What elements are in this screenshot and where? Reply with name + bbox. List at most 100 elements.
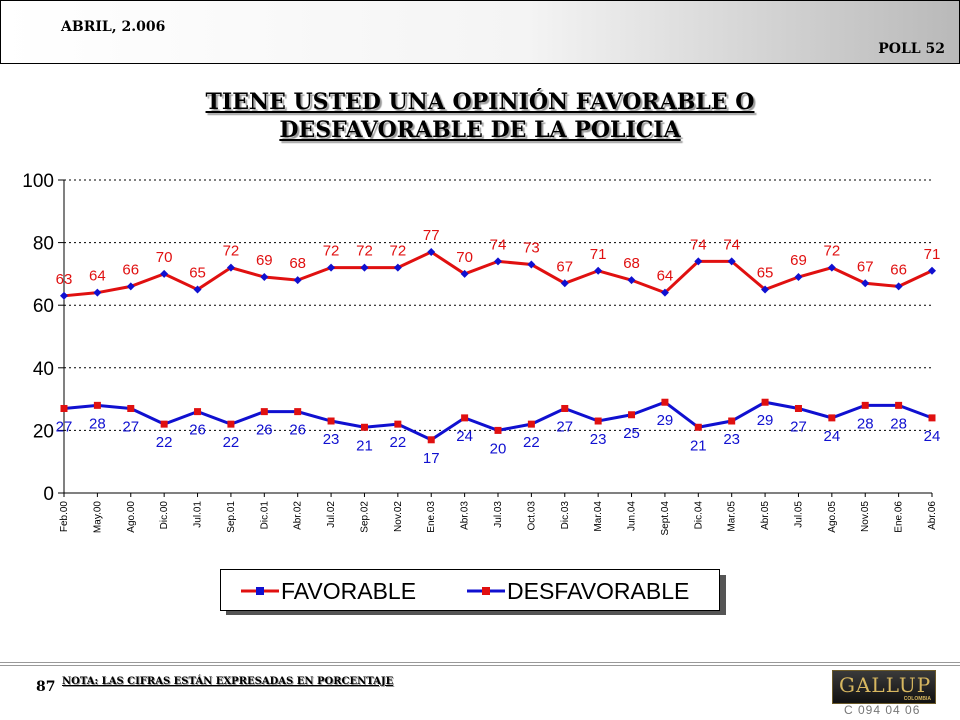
x-tick-label: Nov.05 bbox=[860, 501, 871, 532]
report-date: ABRIL, 2.006 bbox=[61, 19, 166, 35]
x-tick-label: Abr.03 bbox=[460, 501, 471, 530]
y-tick-label: 0 bbox=[43, 484, 54, 505]
favorable-data-label: 64 bbox=[657, 268, 674, 285]
favorable-point bbox=[60, 291, 68, 300]
desfavorable-data-label: 21 bbox=[356, 437, 373, 454]
desfavorable-point bbox=[828, 414, 836, 422]
desfavorable-point bbox=[394, 420, 402, 428]
favorable-data-label: 68 bbox=[623, 255, 640, 272]
favorable-point bbox=[627, 276, 636, 285]
favorable-data-label: 72 bbox=[824, 243, 841, 260]
favorable-data-label: 70 bbox=[156, 249, 173, 266]
favorable-data-label: 69 bbox=[256, 252, 273, 269]
poll-number: POLL 52 bbox=[878, 41, 945, 57]
document-code: C 094 04 06 bbox=[844, 703, 921, 717]
legend-favorable-label: FAVORABLE bbox=[281, 578, 417, 604]
desfavorable-point bbox=[227, 420, 235, 428]
footnote: NOTA: LAS CIFRAS ESTÁN EXPRESADAS EN POR… bbox=[62, 676, 394, 687]
favorable-data-label: 64 bbox=[89, 268, 106, 285]
favorable-data-label: 74 bbox=[690, 236, 707, 253]
desfavorable-data-label: 23 bbox=[723, 431, 740, 448]
x-tick-label: Ago.05 bbox=[827, 501, 838, 533]
favorable-data-label: 74 bbox=[723, 236, 740, 253]
favorable-point bbox=[126, 282, 135, 291]
favorable-point bbox=[660, 288, 669, 297]
favorable-data-label: 66 bbox=[122, 261, 139, 278]
favorable-point bbox=[594, 266, 603, 275]
x-tick-label: Abr.02 bbox=[293, 501, 304, 530]
desfavorable-data-label: 20 bbox=[490, 440, 507, 457]
x-tick-label: Ago.00 bbox=[126, 501, 137, 533]
favorable-data-label: 70 bbox=[456, 249, 473, 266]
desfavorable-point bbox=[60, 404, 68, 412]
favorable-data-label: 72 bbox=[356, 243, 373, 260]
desfavorable-data-label: 23 bbox=[323, 431, 340, 448]
y-tick-label: 100 bbox=[22, 171, 54, 192]
header-banner: ABRIL, 2.006 POLL 52 bbox=[0, 0, 960, 64]
x-tick-label: Feb.00 bbox=[59, 501, 70, 533]
x-tick-label: Mar.04 bbox=[593, 501, 604, 532]
desfavorable-data-label: 24 bbox=[456, 428, 473, 445]
desfavorable-point bbox=[895, 401, 903, 409]
favorable-data-label: 73 bbox=[523, 240, 540, 257]
desfavorable-data-label: 17 bbox=[423, 450, 440, 467]
desfavorable-point bbox=[494, 426, 502, 434]
x-tick-label: Dic.01 bbox=[259, 501, 270, 530]
favorable-point bbox=[427, 247, 436, 256]
x-tick-label: May.00 bbox=[92, 501, 103, 533]
x-tick-label: Jul.05 bbox=[793, 501, 804, 528]
x-tick-label: Abr.06 bbox=[927, 501, 938, 530]
page-number: 87 bbox=[36, 679, 56, 695]
desfavorable-data-label: 29 bbox=[757, 412, 774, 429]
favorable-data-label: 66 bbox=[890, 261, 907, 278]
desfavorable-data-label: 24 bbox=[924, 428, 941, 445]
desfavorable-point bbox=[461, 414, 469, 422]
chart-title-line-2: DESFAVORABLE DE LA POLICIA bbox=[279, 117, 681, 143]
line-chart: 0 20 40 60 80 100 Feb.00 May.00 Ago.00 Dic.00 Jul.… bbox=[22, 171, 941, 536]
chart-title-line-1: TIENE USTED UNA OPINIÓN FAVORABLE O bbox=[205, 89, 755, 115]
desfavorable-point bbox=[628, 411, 636, 419]
x-tick-label: Dic.03 bbox=[560, 501, 571, 530]
desfavorable-data-label: 23 bbox=[590, 431, 607, 448]
desfavorable-data-label: 28 bbox=[890, 415, 907, 432]
favorable-point bbox=[827, 263, 836, 272]
desfavorable-point bbox=[761, 398, 769, 406]
favorable-point bbox=[360, 263, 369, 272]
favorable-data-label: 68 bbox=[289, 255, 306, 272]
favorable-point bbox=[327, 263, 336, 272]
desfavorable-point bbox=[294, 408, 302, 416]
footer-rule-bottom bbox=[0, 665, 960, 666]
y-tick-label: 60 bbox=[33, 296, 54, 317]
favorable-point bbox=[527, 260, 536, 269]
desfavorable-point bbox=[93, 401, 101, 409]
logo-subtext: COLOMBIA bbox=[903, 696, 931, 702]
x-tick-label: Sept.04 bbox=[660, 501, 671, 536]
desfavorable-data-label: 24 bbox=[824, 428, 841, 445]
favorable-point bbox=[260, 273, 269, 282]
favorable-point bbox=[226, 263, 235, 272]
x-tick-label: Ene.03 bbox=[426, 501, 437, 533]
legend-desfavorable-label: DESFAVORABLE bbox=[507, 578, 690, 604]
x-tick-label: Oct.03 bbox=[526, 501, 537, 531]
desfavorable-point bbox=[260, 408, 268, 416]
desfavorable-point bbox=[861, 401, 869, 409]
desfavorable-data-label: 22 bbox=[156, 434, 173, 451]
favorable-point bbox=[761, 285, 770, 294]
legend-favorable-swatch bbox=[241, 587, 279, 595]
desfavorable-data-label: 26 bbox=[256, 422, 273, 439]
x-tick-label: Dic.04 bbox=[693, 501, 704, 530]
logo-text: GALLUP bbox=[839, 673, 932, 697]
y-tick-label: 20 bbox=[33, 421, 54, 442]
favorable-data-label: 72 bbox=[323, 243, 340, 260]
x-tick-label: Nov.02 bbox=[393, 501, 404, 532]
desfavorable-data-label: 29 bbox=[657, 412, 674, 429]
desfavorable-point bbox=[928, 414, 936, 422]
desfavorable-data-label: 27 bbox=[56, 418, 73, 435]
favorable-point bbox=[928, 266, 936, 275]
chart-legend: FAVORABLE DESFAVORABLE bbox=[220, 569, 720, 611]
x-tick-label: Dic.00 bbox=[159, 501, 170, 530]
desfavorable-data-label: 27 bbox=[556, 418, 573, 435]
gallup-logo: GALLUP COLOMBIA bbox=[832, 670, 936, 704]
favorable-point bbox=[727, 257, 736, 266]
desfavorable-point bbox=[594, 417, 602, 425]
